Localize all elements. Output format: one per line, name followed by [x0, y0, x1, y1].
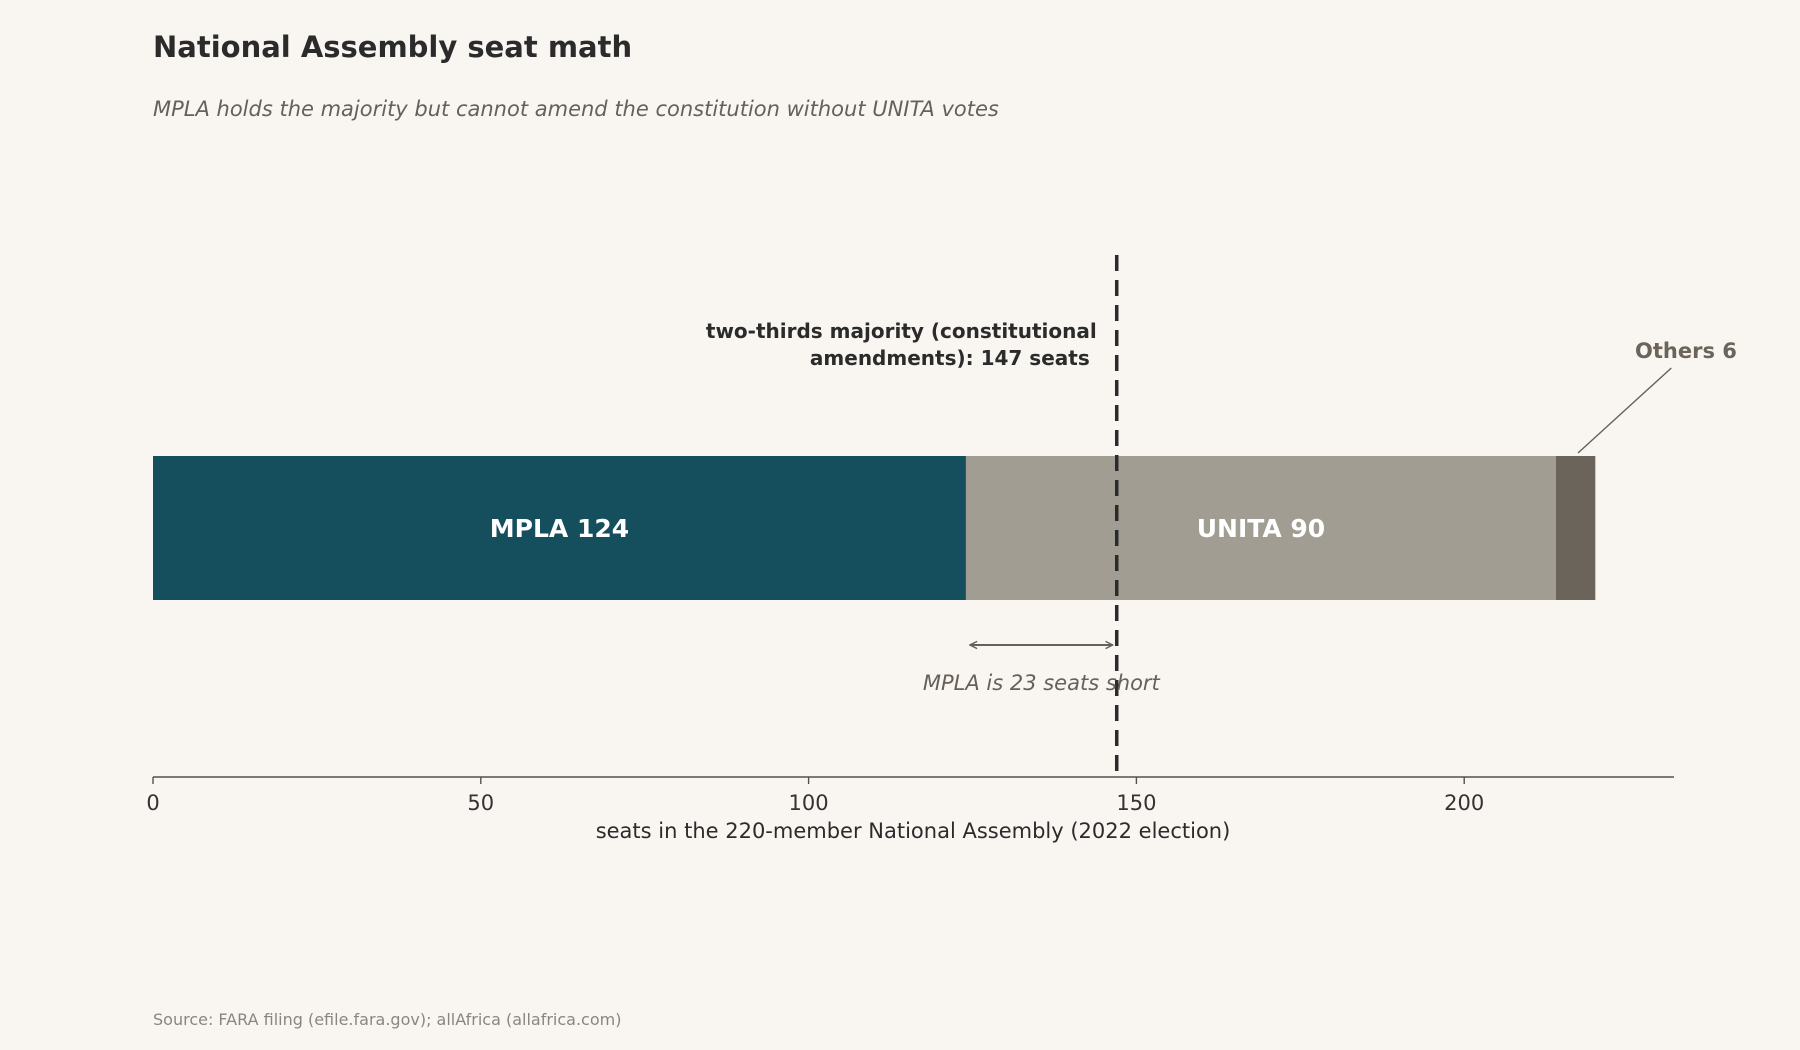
bar-group: MPLA 124 UNITA 90: [153, 456, 1596, 600]
x-tick-label: 100: [789, 791, 829, 815]
threshold-label: two-thirds majority (constitutional amend…: [706, 319, 1097, 370]
x-axis-label: seats in the 220-member National Assembl…: [596, 819, 1231, 843]
threshold-label-line: two-thirds majority (constitutional: [706, 319, 1097, 343]
bar-segment-unita: [965, 456, 1556, 600]
annotation-group: Others 6 MPLA is 23 seats short: [923, 339, 1737, 695]
chart-title: National Assembly seat math: [153, 30, 632, 64]
bar-segment-mpla: [153, 456, 966, 600]
bar-segment-others: [1555, 456, 1596, 600]
x-tick-label: 150: [1116, 791, 1156, 815]
x-tick-label: 0: [146, 791, 159, 815]
source-note: Source: FARA filing (efile.fara.gov); al…: [153, 1010, 621, 1029]
x-tick-label: 50: [467, 791, 494, 815]
bar-label-mpla: MPLA 124: [490, 514, 629, 543]
gap-label: MPLA is 23 seats short: [923, 671, 1161, 695]
chart-subtitle: MPLA holds the majority but cannot amend…: [153, 97, 999, 121]
threshold-group: two-thirds majority (constitutional amend…: [706, 255, 1119, 777]
bar-label-unita: UNITA 90: [1197, 514, 1325, 543]
x-axis: 0 50 100 150 200: [146, 776, 1674, 815]
others-label: Others 6: [1635, 339, 1737, 363]
others-leader-line: [1577, 367, 1672, 454]
x-tick-label: 200: [1444, 791, 1484, 815]
threshold-label-line: amendments): 147 seats: [810, 346, 1090, 370]
